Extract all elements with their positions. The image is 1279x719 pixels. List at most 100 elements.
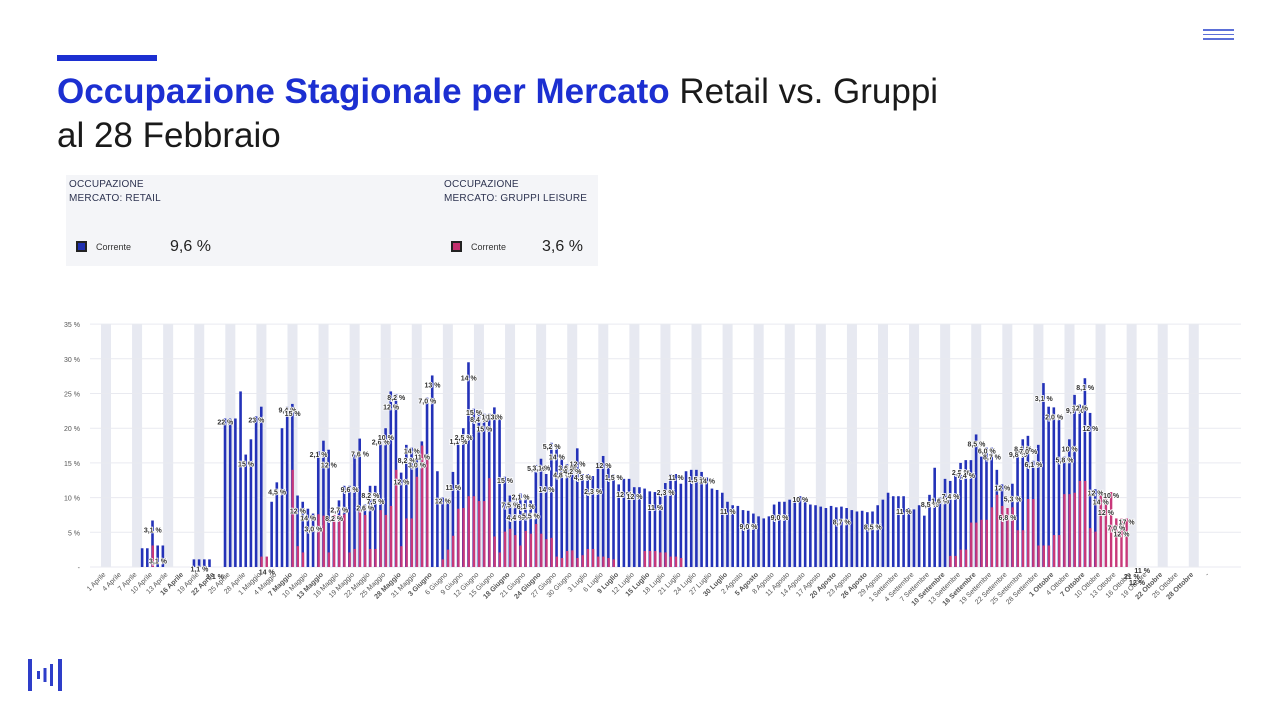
data-label: 12 % [290, 509, 307, 516]
y-tick-label: 5 % [68, 530, 80, 537]
retail-bar [809, 504, 812, 567]
data-label: 2,3 % [657, 490, 676, 497]
data-label: 7,6 % [351, 452, 370, 459]
gruppi-bar [612, 559, 616, 567]
x-tick-label: - [1204, 571, 1211, 578]
data-label: 7,4 % [957, 473, 976, 480]
data-label: 14 % [461, 375, 478, 382]
data-label: 13 % [425, 382, 442, 389]
gruppi-bar [296, 546, 300, 567]
retail-bar [596, 462, 600, 567]
retail-bar [244, 454, 248, 567]
retail-bar [607, 466, 610, 567]
retail-bar [907, 508, 911, 567]
gruppi-bar [669, 556, 672, 567]
gruppi-bar [550, 537, 553, 567]
data-label: 3,1 % [149, 558, 168, 565]
retail-bar [156, 545, 159, 567]
data-label: 15 % [466, 410, 483, 417]
retail-bar [980, 456, 983, 567]
retail-bar [1016, 451, 1019, 567]
data-label: 1,5 % [605, 475, 624, 482]
gruppi-bar [581, 555, 584, 567]
weekend-band [691, 324, 702, 567]
retail-bar [1093, 489, 1097, 567]
data-label: 23 % [248, 417, 265, 424]
data-label: 5,8 % [1056, 458, 1075, 465]
gruppi-bar [265, 556, 268, 567]
gruppi-bar [664, 552, 667, 567]
title-line2: al 28 Febbraio [57, 116, 281, 155]
data-label: 8,1 % [1076, 385, 1095, 392]
retail-bar [358, 438, 361, 567]
gruppi-bar [395, 469, 398, 567]
data-label: 3,6 % [558, 465, 577, 472]
data-label: 2,0 % [1045, 414, 1064, 421]
gruppi-bar [151, 545, 154, 567]
gruppi-bar [1037, 545, 1040, 567]
retail-bar [254, 416, 258, 567]
retail-bar [1073, 394, 1076, 567]
retail-bar [658, 494, 662, 567]
data-label: 12 % [595, 463, 612, 470]
gruppi-bar [1042, 545, 1045, 567]
hamburger-menu-icon[interactable] [1203, 29, 1234, 41]
retail-bar [518, 493, 522, 567]
gruppi-bar [560, 557, 564, 567]
data-label: 12 % [570, 461, 587, 468]
retail-bar [513, 501, 517, 567]
retail-bar [275, 482, 279, 567]
brand-logo-icon [28, 659, 62, 691]
gruppi-bar [301, 552, 305, 567]
retail-bar [736, 505, 740, 567]
gruppi-bar [1068, 494, 1071, 567]
retail-bar [793, 499, 797, 567]
gruppi-bar [415, 476, 419, 567]
retail-bar [938, 497, 942, 567]
data-label: 10 % [1103, 493, 1120, 500]
retail-bar [653, 492, 657, 567]
gruppi-bar [483, 501, 486, 567]
data-label: 11 % [720, 509, 736, 516]
retail-bar [1047, 406, 1050, 567]
data-label: 8,2 % [398, 458, 417, 465]
gruppi-bar [327, 552, 331, 567]
retail-bar [410, 447, 413, 567]
retail-bar [373, 485, 377, 567]
gruppi-bar [317, 514, 320, 567]
data-label: 4,3 % [574, 475, 593, 482]
gruppi-bar [980, 519, 983, 567]
gruppi-bar [1006, 508, 1009, 567]
retail-bar [456, 437, 460, 567]
data-label: 7,4 % [942, 494, 961, 501]
retail-bar [959, 462, 962, 567]
gruppi-bar [970, 522, 973, 567]
data-label: 15 % [497, 478, 514, 485]
retail-bar [788, 499, 791, 567]
retail-bar [1042, 383, 1045, 567]
gruppi-bar [332, 514, 336, 567]
gruppi-bar [338, 514, 341, 567]
retail-bar [146, 548, 149, 567]
retail-bar [560, 459, 564, 567]
data-label: 12 % [1098, 510, 1115, 517]
data-label: 9,7 % [1066, 408, 1085, 415]
weekend-band [349, 324, 360, 567]
retail-bar [871, 511, 874, 567]
retail-bar [379, 438, 382, 567]
gruppi-bar [1011, 507, 1014, 567]
gruppi-bar [1094, 531, 1097, 567]
data-label: 14 % [549, 455, 566, 462]
data-label: 5,2 % [527, 466, 546, 473]
weekend-band [411, 324, 422, 567]
gruppi-bar [1104, 496, 1108, 567]
kpi-gruppi: OCCUPAZIONE MERCATO: GRUPPI LEISURE Corr… [441, 175, 598, 266]
occupancy-chart: -5 %10 %15 %20 %25 %30 %35 %3,1 %3,1 %1,… [64, 322, 1241, 608]
data-label: 4,5 % [268, 489, 287, 496]
gruppi-bar [576, 557, 579, 567]
data-label: 1,6 % [931, 499, 950, 506]
data-label: 1,1 % [190, 566, 209, 573]
title-accent-bar [57, 55, 157, 61]
data-label: 11 % [647, 505, 663, 512]
weekend-band [1095, 324, 1106, 567]
